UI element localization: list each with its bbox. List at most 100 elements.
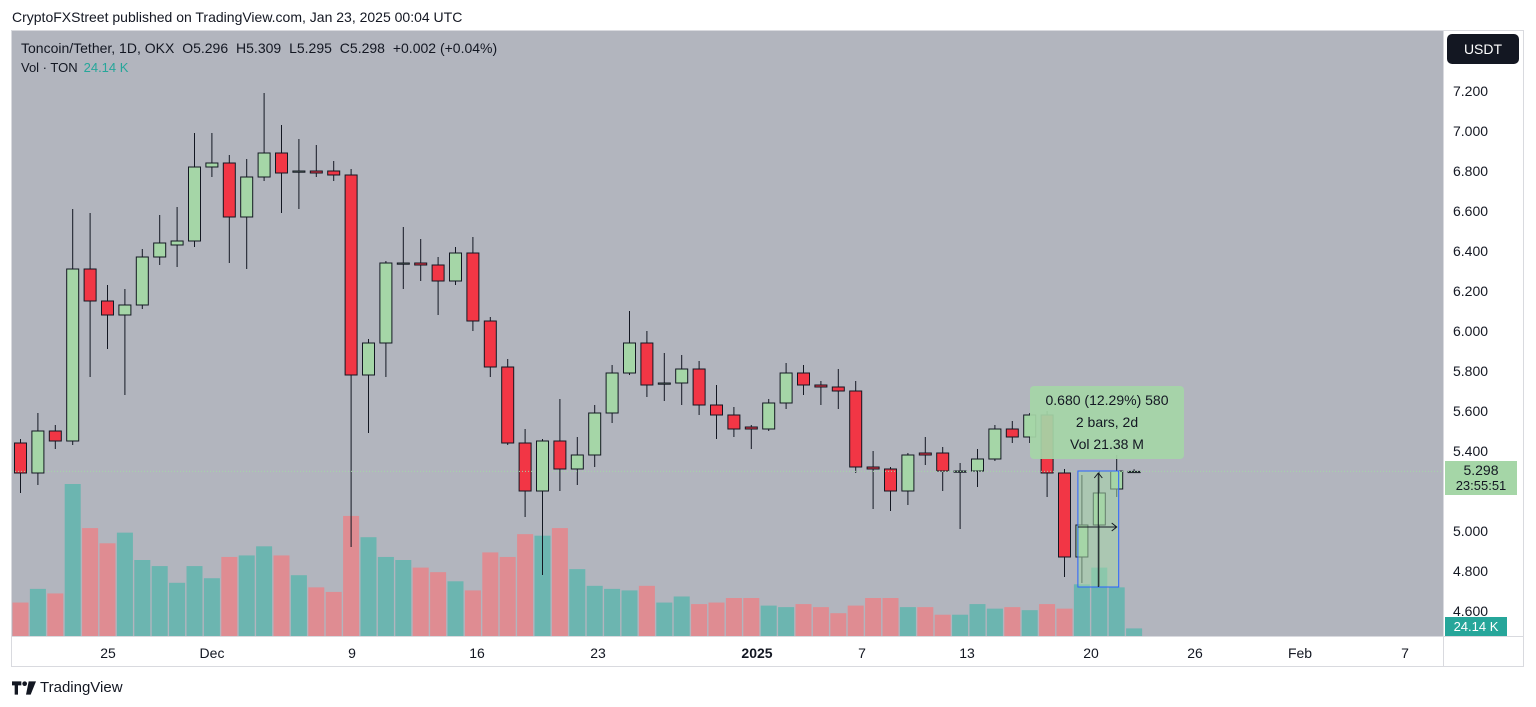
- volume-bar: [1126, 628, 1143, 636]
- volume-bar: [12, 602, 29, 636]
- candle-body: [188, 166, 201, 242]
- volume-bar: [673, 596, 690, 636]
- volume-bar: [203, 578, 220, 636]
- candle-body: [675, 368, 689, 384]
- ohlc-legend: Toncoin/Tether, 1D, OKX O5.296 H5.309 L5…: [21, 40, 501, 56]
- candle-body: [536, 440, 549, 492]
- volume-bar: [64, 484, 81, 636]
- last-price-tag: 5.298 23:55:51: [1445, 461, 1517, 495]
- volume-bar: [325, 591, 342, 636]
- candle-body: [31, 430, 45, 474]
- time-tick-label: 9: [348, 645, 356, 661]
- candle-body: [309, 170, 323, 174]
- volume-bar: [551, 528, 568, 636]
- candle-body: [866, 466, 880, 470]
- time-tick-label: Dec: [200, 645, 225, 661]
- candle-body: [449, 252, 462, 282]
- volume-bar: [377, 556, 394, 636]
- volume-bar: [812, 607, 829, 636]
- candle-body: [66, 268, 80, 442]
- candle-body: [153, 242, 167, 258]
- volume-bar: [273, 555, 290, 636]
- footer-text: TradingView: [40, 679, 123, 696]
- legend-high: H5.309: [236, 40, 282, 56]
- tradingview-logo-icon: [12, 680, 36, 695]
- candle-body: [414, 262, 428, 266]
- footer-brand[interactable]: TradingView: [12, 679, 123, 696]
- volume-bar: [290, 575, 307, 636]
- volume-bar: [865, 598, 882, 636]
- volume-value: 24.14 K: [83, 60, 129, 75]
- volume-bar: [482, 552, 499, 636]
- volume-bar: [725, 598, 742, 636]
- measure-arrow-head: [1111, 522, 1118, 532]
- price-tick-label: 5.400: [1453, 443, 1488, 459]
- volume-bar: [830, 613, 847, 636]
- volume-bar: [1004, 607, 1021, 636]
- volume-bar: [899, 607, 916, 636]
- volume-bar: [99, 543, 116, 636]
- volume-bar: [221, 556, 238, 636]
- candle-body: [936, 452, 950, 472]
- candle-body: [797, 372, 810, 386]
- volume-bar: [586, 585, 603, 636]
- price-tick-label: 6.400: [1453, 243, 1488, 259]
- last-price: 5.298: [1463, 462, 1499, 478]
- candle-body: [623, 342, 636, 374]
- bar-countdown: 23:55:51: [1455, 478, 1507, 493]
- candle-body: [205, 162, 219, 168]
- candle-body: [1058, 472, 1071, 558]
- candle-body: [814, 384, 828, 388]
- candle-body: [362, 342, 375, 376]
- legend-close: C5.298: [339, 40, 385, 56]
- volume-bar: [656, 602, 673, 636]
- volume-bar: [569, 569, 586, 636]
- price-tick-label: 7.200: [1453, 83, 1488, 99]
- candle-body: [240, 176, 254, 218]
- currency-button[interactable]: USDT: [1447, 34, 1519, 64]
- candle-body: [762, 402, 776, 430]
- volume-bar: [499, 556, 516, 636]
- candle-body: [257, 152, 271, 178]
- candle-body: [222, 162, 236, 218]
- candle-body: [657, 382, 671, 385]
- volume-bar: [743, 598, 760, 636]
- candle-body: [48, 430, 62, 442]
- candle-body: [396, 262, 410, 265]
- volume-bar: [395, 560, 412, 636]
- candle-body: [710, 404, 723, 416]
- candle-body: [640, 342, 654, 386]
- candle-body: [483, 320, 497, 368]
- plot-area[interactable]: [12, 31, 1443, 636]
- volume-bar: [151, 566, 168, 636]
- volume-bar: [847, 605, 864, 636]
- candle-body: [727, 414, 741, 430]
- volume-bar: [308, 587, 325, 636]
- candle-body: [918, 452, 932, 456]
- volume-bar: [447, 581, 464, 636]
- volume-bar: [464, 590, 481, 636]
- time-tick-label: 7: [1401, 645, 1409, 661]
- candle-body: [431, 264, 445, 282]
- price-tick-label: 5.600: [1453, 403, 1488, 419]
- legend-change: +0.002 (+0.04%): [392, 40, 498, 56]
- price-tick-label: 6.000: [1453, 323, 1488, 339]
- volume-bar: [1021, 610, 1038, 636]
- legend-low: L5.295: [289, 40, 332, 56]
- candles: [12, 93, 1443, 587]
- price-tick-label: 6.800: [1453, 163, 1488, 179]
- candle-body: [901, 454, 915, 492]
- price-tick-label: 7.000: [1453, 123, 1488, 139]
- candle-body: [779, 372, 793, 404]
- volume-legend: Vol · TON 24.14 K: [21, 60, 128, 75]
- volume-bar: [708, 602, 725, 636]
- volume-bar: [517, 534, 534, 636]
- candle-body: [101, 300, 114, 316]
- volume-bar: [47, 593, 64, 636]
- time-tick-label: 20: [1083, 645, 1099, 661]
- volume-bar: [82, 528, 99, 636]
- volume-label: Vol · TON: [21, 60, 78, 75]
- candle-body: [570, 454, 584, 470]
- volume-bar: [430, 572, 447, 636]
